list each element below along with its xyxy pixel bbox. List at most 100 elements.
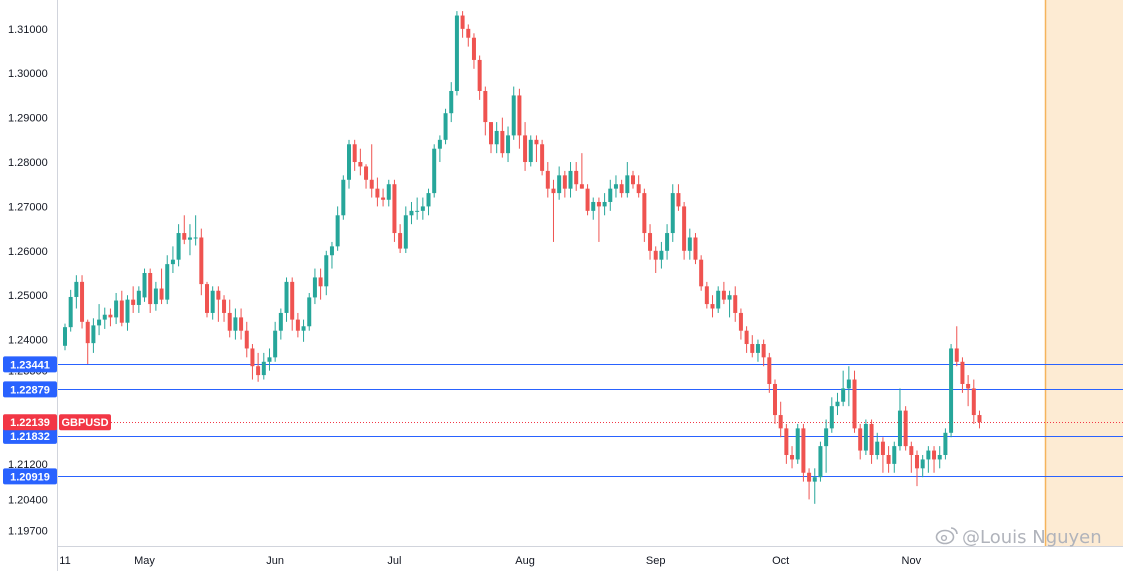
candle — [574, 162, 579, 191]
candle-body — [233, 317, 238, 331]
candle — [778, 401, 783, 438]
level-tag-1[interactable]: 1.22879 — [3, 381, 57, 398]
candle-body — [114, 300, 119, 318]
candle — [619, 179, 624, 198]
last-price-tag[interactable]: 1.22139 — [3, 414, 57, 431]
candle — [352, 139, 357, 171]
candle-body — [63, 327, 67, 346]
candle — [437, 135, 442, 163]
candle — [954, 326, 959, 367]
candle — [915, 450, 919, 487]
price-axis[interactable]: 1.31000 1.30000 1.29000 1.28000 1.27000 1.260… — [8, 0, 58, 571]
candle — [562, 170, 567, 198]
candle-body — [131, 299, 136, 305]
candle — [613, 175, 618, 198]
candle-body — [852, 379, 857, 429]
candle — [301, 319, 306, 342]
candle-body — [687, 237, 692, 251]
candle — [642, 188, 647, 242]
candle-body — [216, 290, 221, 300]
candle — [392, 179, 397, 242]
candle-body — [267, 357, 272, 362]
candle — [324, 250, 329, 296]
candle-body — [727, 295, 732, 300]
candle-body — [494, 130, 499, 145]
candle — [97, 304, 102, 336]
candle — [329, 241, 334, 269]
candle — [199, 228, 204, 296]
level-tag-2[interactable]: 1.21832 — [3, 427, 57, 444]
candle — [534, 135, 539, 163]
candle-body — [693, 237, 698, 260]
candle — [784, 423, 789, 464]
level-tag-0[interactable]: 1.23441 — [3, 356, 57, 373]
y-tick-label: 1.20400 — [8, 494, 48, 506]
candle-body — [210, 290, 215, 313]
future-zone — [1045, 0, 1123, 546]
candle-body — [136, 290, 141, 305]
level-tag-3[interactable]: 1.20919 — [3, 468, 57, 485]
candle — [812, 468, 817, 504]
candle-body — [608, 188, 613, 202]
candle-body — [818, 446, 823, 478]
candle-body — [165, 264, 170, 300]
candle-body — [256, 366, 261, 376]
candle — [466, 24, 471, 47]
y-tick-label: 1.19700 — [8, 525, 48, 537]
candle — [489, 122, 493, 154]
candle — [545, 162, 550, 198]
candle — [738, 308, 743, 340]
candle — [454, 11, 459, 96]
candle — [471, 33, 476, 69]
candle-body — [721, 290, 726, 300]
candle — [278, 308, 283, 340]
candle — [648, 224, 653, 260]
candle-body — [511, 95, 516, 136]
candle-body — [426, 193, 431, 207]
candle-body — [682, 206, 687, 251]
candle-body — [432, 148, 437, 194]
candle — [511, 86, 516, 140]
y-tick-label: 1.31000 — [8, 24, 48, 36]
candle-body — [261, 361, 266, 376]
x-tick-label: 11 — [59, 555, 70, 567]
candle — [102, 307, 107, 329]
candle — [557, 166, 562, 200]
candle — [506, 126, 511, 163]
candle — [477, 55, 482, 100]
candle-body — [153, 288, 158, 305]
candle-body — [943, 432, 948, 455]
candle-body — [483, 91, 488, 123]
candle — [824, 419, 829, 473]
candle — [500, 117, 505, 158]
candle — [676, 184, 681, 211]
candle — [409, 201, 414, 225]
time-axis[interactable]: 11 May Jun Jul Aug Sep Oct Nov — [57, 546, 1123, 568]
candle-body — [761, 344, 766, 358]
candle-body — [545, 170, 550, 189]
candle-body — [557, 175, 562, 194]
candle — [659, 241, 664, 269]
candle-body — [148, 273, 153, 305]
last-price-tag-bg — [3, 414, 57, 431]
candle-body — [579, 184, 584, 189]
candle-body — [562, 175, 567, 189]
candle-body — [250, 348, 255, 367]
candle — [256, 352, 261, 382]
candle — [540, 139, 545, 176]
candle-body — [119, 300, 124, 323]
candle — [880, 437, 885, 473]
candle — [909, 441, 914, 473]
y-tick-label: 1.29000 — [8, 113, 48, 125]
candle — [682, 201, 687, 260]
candle-body — [585, 188, 590, 211]
candle — [239, 308, 244, 340]
candle — [608, 179, 613, 211]
candle — [858, 423, 863, 460]
candle-body — [954, 348, 959, 362]
candle-body — [790, 455, 795, 460]
candle-body — [437, 139, 442, 149]
candle-body — [449, 91, 454, 114]
